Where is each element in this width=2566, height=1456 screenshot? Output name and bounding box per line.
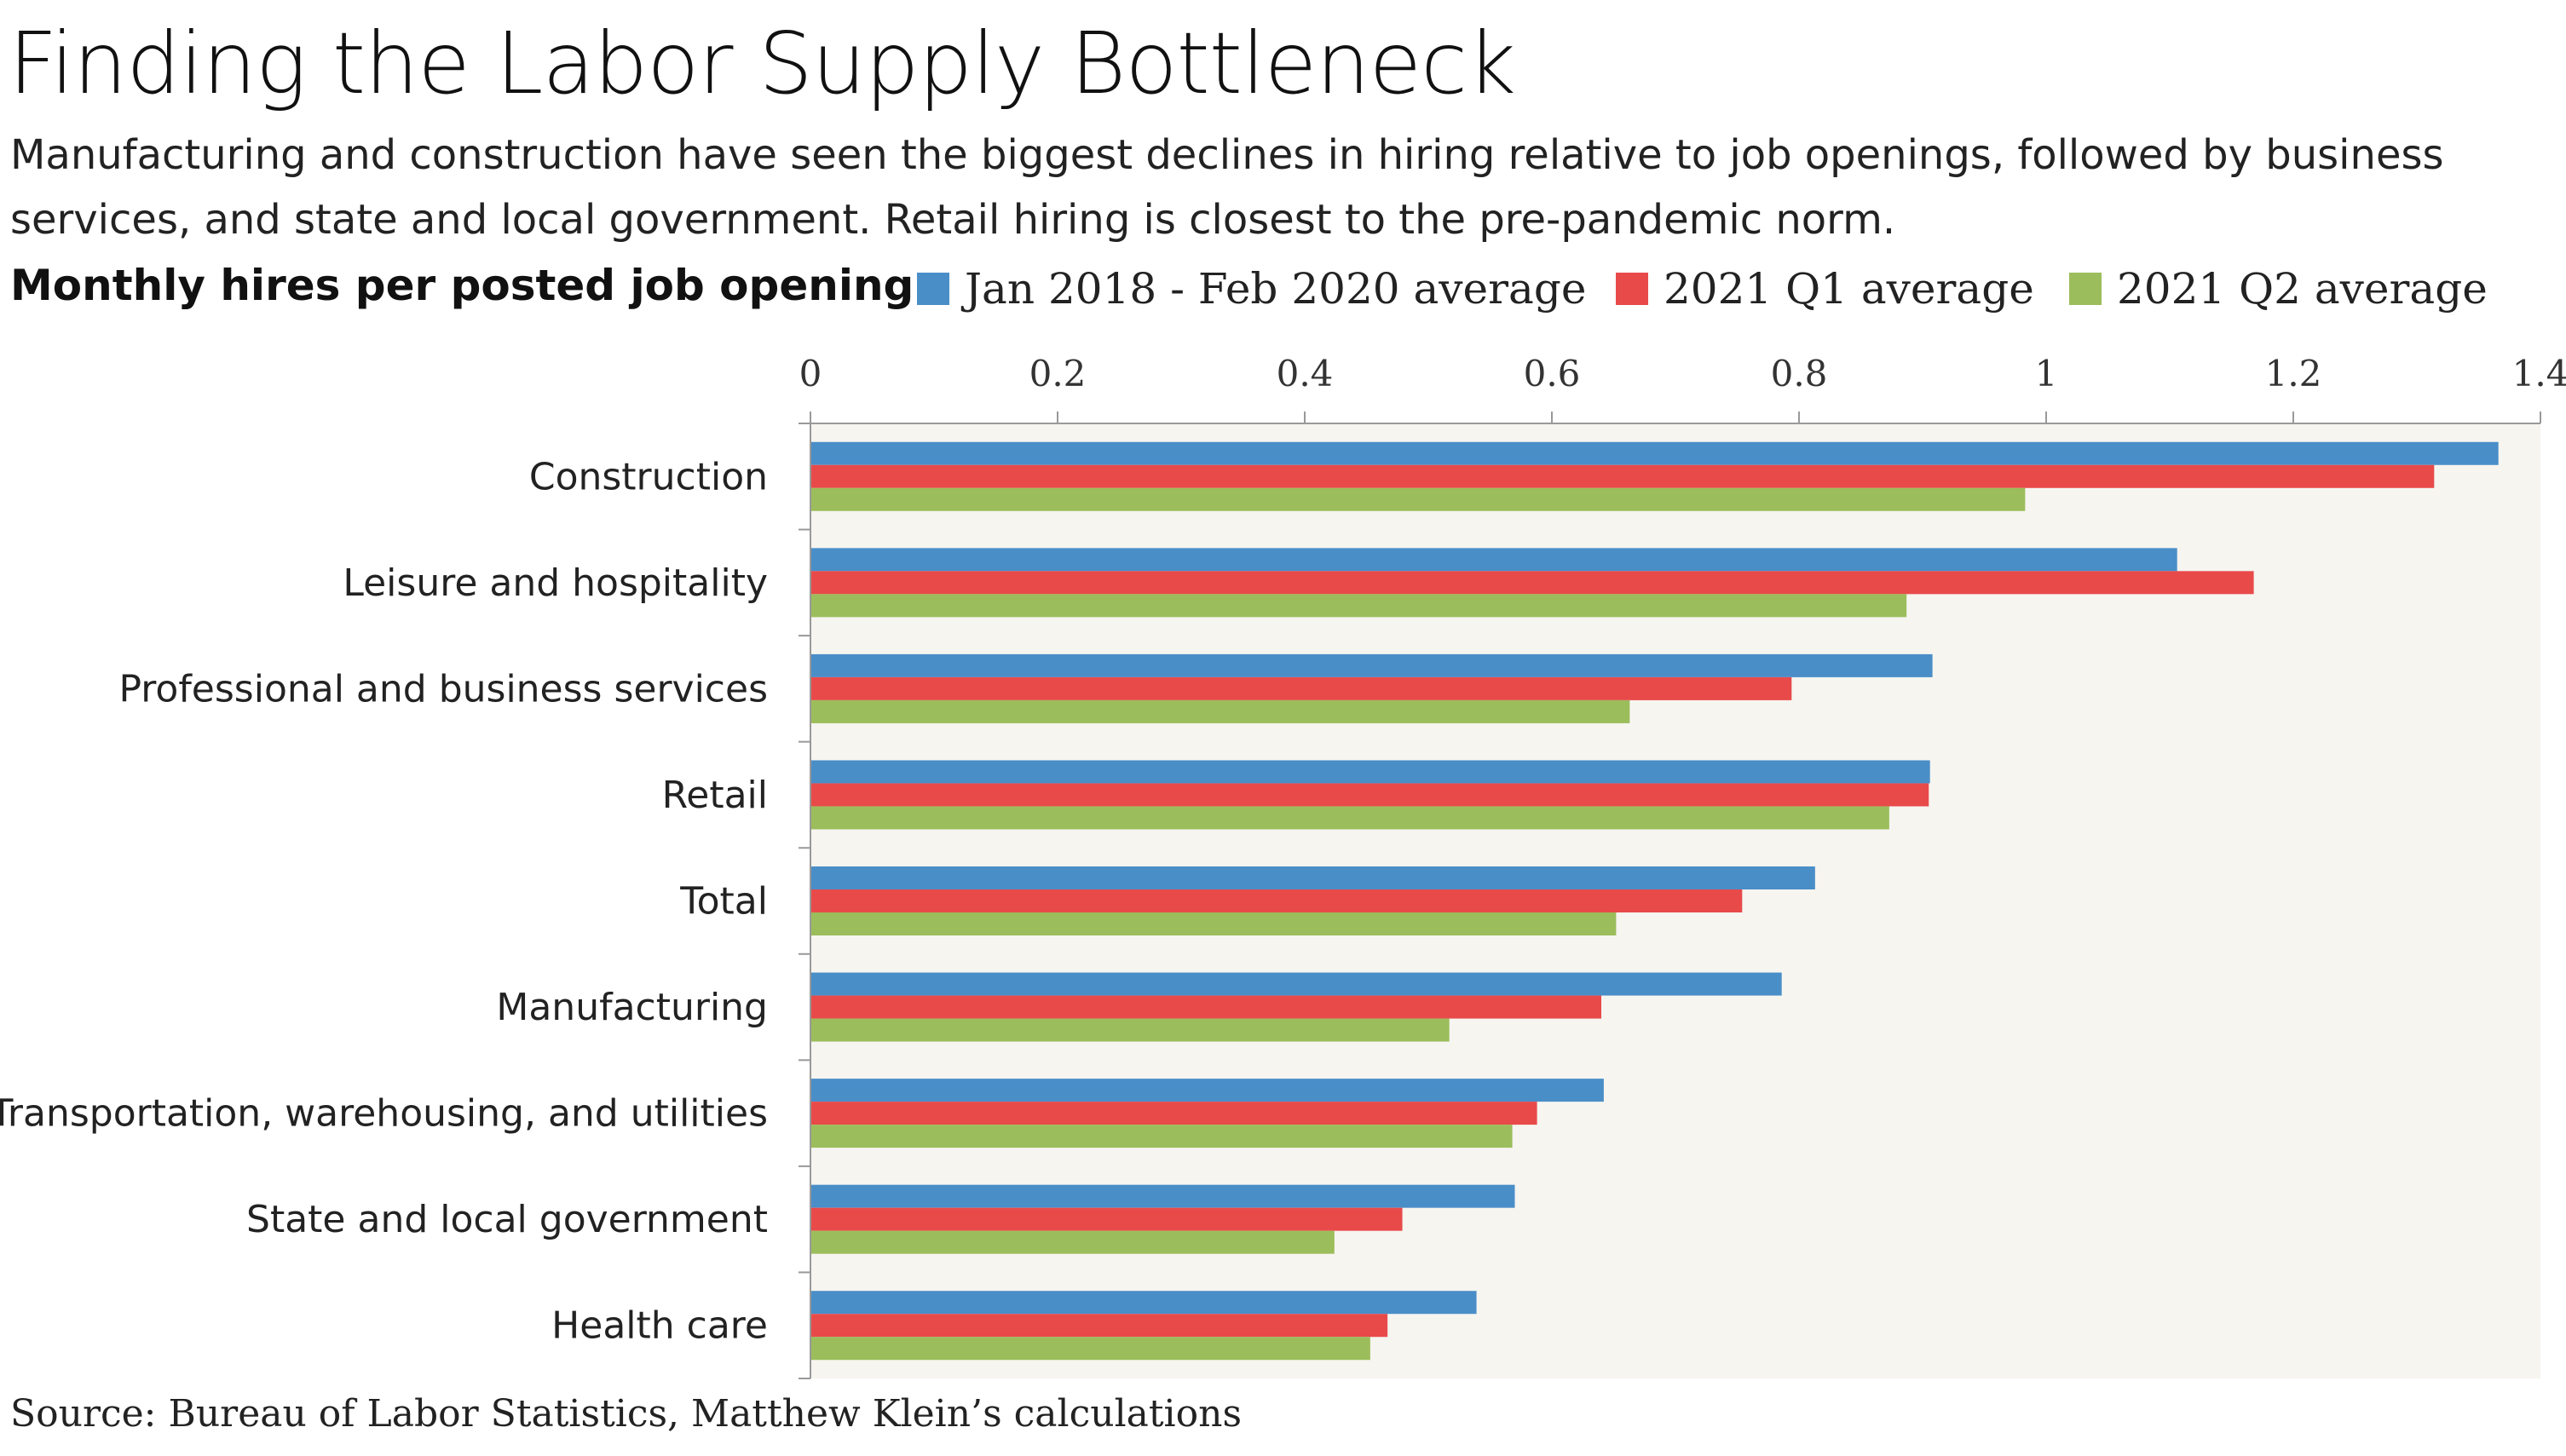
bar <box>811 1314 1388 1338</box>
chart-subtitle: Manufacturing and construction have seen… <box>10 131 2444 244</box>
legend-label: Jan 2018 - Feb 2020 average <box>965 264 1587 314</box>
bar <box>811 464 2435 488</box>
category-label: Transportation, warehousing, and utiliti… <box>0 1092 768 1136</box>
bar <box>811 571 2254 595</box>
bar <box>811 1337 1370 1361</box>
category-label: Total <box>679 880 768 924</box>
category-label: Leisure and hospitality <box>343 561 768 605</box>
category-label: Health care <box>551 1304 768 1348</box>
category-label: Construction <box>529 455 768 498</box>
bar <box>811 1230 1335 1254</box>
bar <box>811 699 1630 723</box>
bar <box>811 1018 1450 1042</box>
bar <box>811 1207 1403 1231</box>
x-tick-label: 0.4 <box>1277 353 1334 394</box>
category-label: State and local government <box>246 1198 768 1241</box>
x-tick-label: 1 <box>2035 353 2058 394</box>
bar <box>811 912 1617 935</box>
bar <box>811 1184 1515 1208</box>
bar <box>811 866 1815 889</box>
bar <box>811 676 1792 700</box>
legend-swatch <box>917 273 949 305</box>
x-tick-label: 0.2 <box>1029 353 1087 394</box>
legend-label: 2021 Q2 average <box>2117 264 2488 314</box>
bar <box>811 889 1743 912</box>
bar <box>811 441 2499 465</box>
x-tick-label: 0 <box>799 353 822 394</box>
legend-swatch <box>2069 273 2102 305</box>
bar <box>811 487 2026 511</box>
legend-item-2021-q2: 2021 Q2 average <box>2069 264 2488 314</box>
legend-item-pre-pandemic: Jan 2018 - Feb 2020 average <box>917 264 1586 314</box>
chart-measure-label: Monthly hires per posted job opening <box>10 261 914 310</box>
legend-swatch <box>1616 273 1648 305</box>
bar <box>811 972 1782 996</box>
bar <box>811 995 1601 1019</box>
chart-title: Finding the Labor Supply Bottleneck <box>9 14 1516 113</box>
bar <box>811 653 1933 677</box>
bar <box>811 548 2177 572</box>
bar <box>811 783 1929 807</box>
bar <box>811 1079 1604 1102</box>
x-tick-label: 1.4 <box>2512 353 2566 394</box>
bar <box>811 1125 1513 1148</box>
x-tick-label: 1.2 <box>2265 353 2322 394</box>
category-label: Retail <box>662 774 768 817</box>
bar <box>811 1102 1537 1125</box>
legend-item-2021-q1: 2021 Q1 average <box>1616 264 2034 314</box>
category-label: Manufacturing <box>496 986 768 1029</box>
x-tick-label: 0.8 <box>1771 353 1828 394</box>
bar <box>811 594 1907 618</box>
source-note: Source: Bureau of Labor Statistics, Matt… <box>10 1392 1243 1436</box>
legend-label: 2021 Q1 average <box>1664 264 2034 314</box>
bar <box>811 1291 1477 1315</box>
x-tick-label: 0.6 <box>1524 353 1581 394</box>
category-label: Professional and business services <box>119 667 768 711</box>
bar <box>811 806 1889 830</box>
bar <box>811 760 1930 784</box>
